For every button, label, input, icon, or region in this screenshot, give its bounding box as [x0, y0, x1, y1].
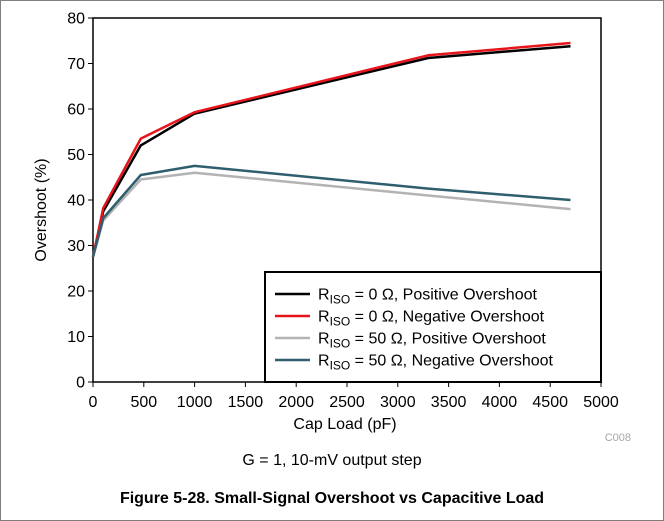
x-tick-label: 3500: [431, 394, 467, 411]
y-tick-label: 80: [67, 11, 85, 28]
y-tick-label: 60: [67, 102, 85, 119]
y-tick-label: 10: [67, 329, 85, 346]
x-axis-title: Cap Load (pF): [293, 416, 396, 433]
series-line-3: [91, 171, 571, 258]
y-tick-label: 50: [67, 147, 85, 164]
figure-caption: Figure 5-28. Small-Signal Overshoot vs C…: [119, 490, 545, 507]
series-line-4: [91, 164, 571, 258]
x-tick-label: 500: [130, 394, 157, 411]
y-axis-title: Overshoot (%): [33, 158, 50, 261]
x-tick-label: 4000: [482, 394, 518, 411]
x-tick-label: 0: [89, 394, 98, 411]
series-line-2: [91, 41, 571, 258]
x-tick-label: 2000: [278, 394, 314, 411]
legend-label: RISO = 0 Ω, Negative Overshoot: [318, 309, 545, 329]
y-tick-label: 20: [67, 284, 85, 301]
y-tick-label: 70: [67, 56, 85, 73]
legend-label: RISO = 0 Ω, Positive Overshoot: [318, 287, 538, 307]
x-tick-label: 4500: [532, 394, 568, 411]
legend-label: RISO = 50 Ω, Negative Overshoot: [318, 353, 554, 373]
x-tick-label: 1500: [228, 394, 264, 411]
chart-subtitle: G = 1, 10-mV output step: [242, 452, 422, 469]
y-tick-label: 40: [67, 193, 85, 210]
figure-code: C008: [605, 432, 631, 444]
x-tick-label: 1000: [177, 394, 213, 411]
legend-box: [264, 271, 602, 383]
y-tick-label: 0: [76, 375, 85, 392]
legend-label: RISO = 50 Ω, Positive Overshoot: [318, 331, 546, 351]
y-tick-label: 30: [67, 238, 85, 255]
x-tick-label: 2500: [329, 394, 365, 411]
x-tick-label: 3000: [380, 394, 416, 411]
x-tick-label: 5000: [583, 394, 619, 411]
